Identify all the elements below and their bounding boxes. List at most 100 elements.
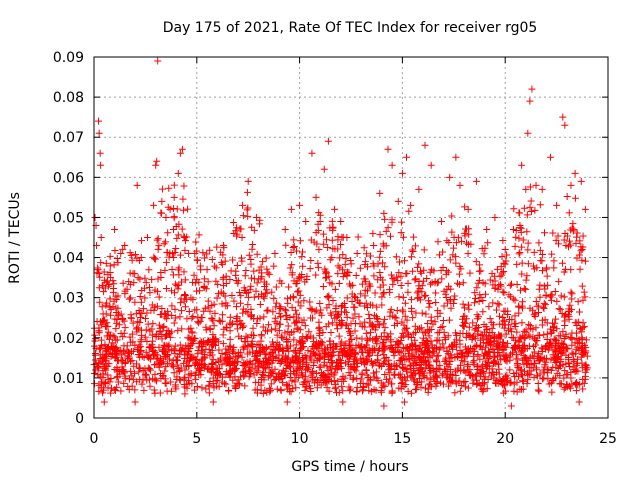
data-point [229,256,237,264]
data-point [343,294,351,302]
data-point [403,343,411,351]
data-point [362,250,370,258]
data-point [499,288,507,296]
data-point [535,302,543,310]
data-point [162,332,170,340]
data-point [511,312,519,320]
data-point [540,374,548,382]
data-point [466,269,474,277]
data-point [236,289,244,297]
data-point [560,343,568,351]
data-point [379,320,387,328]
data-point [503,371,511,379]
data-point [454,279,462,287]
data-point [127,338,135,346]
data-point [218,260,226,268]
data-point [343,353,351,361]
data-point [198,339,206,347]
data-point [511,296,519,304]
data-point [376,269,384,277]
data-point [170,319,178,327]
data-point [524,331,532,339]
data-point [369,360,377,368]
data-point [298,318,306,326]
data-point [365,381,373,389]
data-point [443,286,451,294]
data-point [163,327,171,335]
data-point [573,233,581,241]
data-point [432,298,440,306]
data-point [426,381,434,389]
data-point [451,292,459,300]
data-point [476,261,484,269]
data-point [579,385,587,393]
data-point [178,325,186,333]
data-point [399,293,407,301]
data-point [181,276,189,284]
data-point [490,357,498,365]
data-point [443,267,451,275]
data-point [499,237,507,245]
data-point [196,262,204,270]
data-point [452,378,460,386]
data-point [202,285,210,293]
data-point [323,362,331,370]
data-point [304,377,312,385]
data-point [245,363,253,371]
data-point [121,372,129,380]
data-point [530,348,538,356]
data-point [428,344,436,352]
data-point [364,348,372,356]
data-point [510,387,518,395]
y-tick-label: 0.02 [53,331,84,347]
data-point [523,355,531,363]
data-point [180,268,188,276]
data-point [242,332,250,340]
x-tick-label: 20 [496,431,514,447]
data-point [329,223,337,231]
data-point [320,230,328,238]
data-point [361,260,369,268]
data-point [305,328,313,336]
data-point [162,213,170,221]
data-point [455,280,463,288]
data-point [209,360,217,368]
data-point [318,311,326,319]
data-point [241,382,249,390]
data-point [524,239,532,247]
data-point [518,161,526,169]
data-point [486,315,494,323]
data-point [400,332,408,340]
data-point [418,367,426,375]
data-point [317,381,325,389]
data-point [559,328,567,336]
data-point [299,372,307,380]
data-point [256,349,264,357]
data-point [401,365,409,373]
data-point [331,285,339,293]
data-point [102,301,110,309]
data-point [247,274,255,282]
data-point [202,362,210,370]
data-point [165,355,173,363]
data-point [238,353,246,361]
data-point [328,369,336,377]
data-point [582,349,590,357]
data-point [439,248,447,256]
data-point [119,314,127,322]
data-point [523,228,531,236]
data-point [275,309,283,317]
data-point [580,323,588,331]
data-point [337,217,345,225]
data-point [336,254,344,262]
data-point [311,308,319,316]
data-point [398,218,406,226]
data-point [390,276,398,284]
data-point [327,357,335,365]
data-point [241,338,249,346]
data-point [109,277,117,285]
data-point [434,352,442,360]
data-point [458,351,466,359]
data-point [498,252,506,260]
data-point [388,161,396,169]
